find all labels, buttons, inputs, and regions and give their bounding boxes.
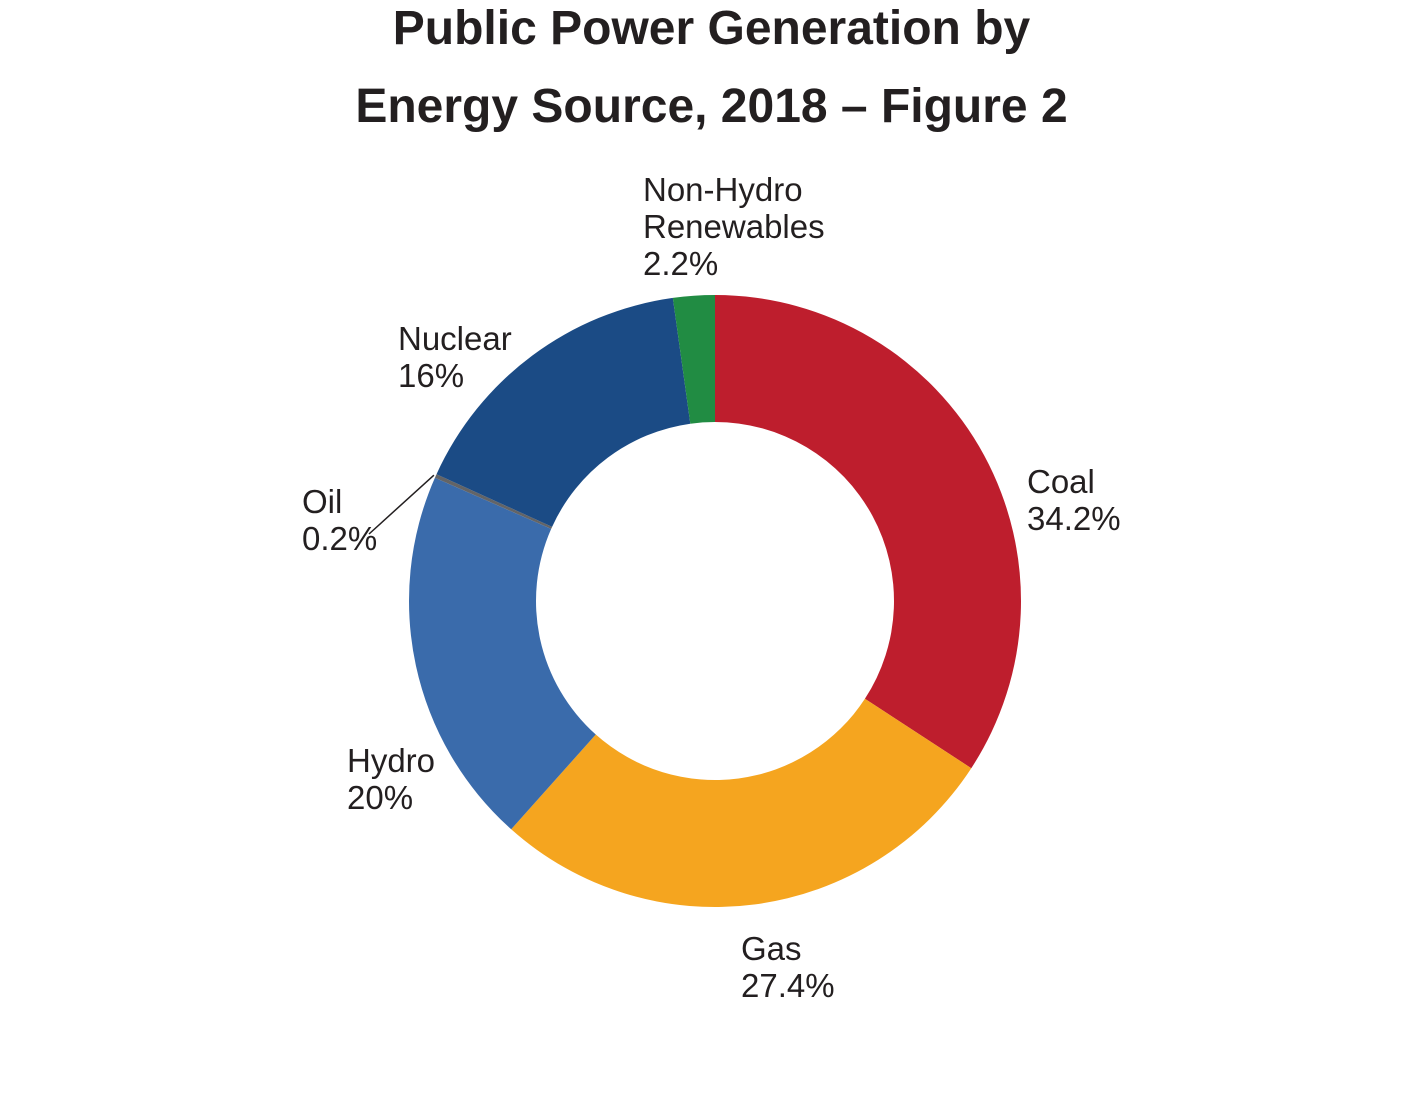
- slice-hydro: [409, 477, 596, 830]
- slice-name-oil: Oil: [302, 483, 342, 520]
- slice-value-coal: 34.2%: [1027, 500, 1121, 537]
- oil-leader-line: [368, 474, 435, 535]
- slice-gas: [511, 698, 972, 907]
- slice-value-non-hydro-renewables: 2.2%: [643, 245, 718, 282]
- slice-value-nuclear: 16%: [398, 357, 464, 394]
- slice-non-hydro-renewables: [672, 295, 715, 424]
- slice-name-non-hydro-renewables: Renewables: [643, 208, 825, 245]
- slice-coal: [715, 295, 1021, 769]
- slice-name-gas: Gas: [741, 930, 802, 967]
- slice-name-non-hydro-renewables: Non-Hydro: [643, 171, 803, 208]
- slice-value-gas: 27.4%: [741, 967, 835, 1004]
- chart-title-line-1: Public Power Generation by: [392, 2, 1031, 55]
- slice-value-oil: 0.2%: [302, 520, 377, 557]
- slice-oil: [434, 474, 553, 529]
- slice-name-hydro: Hydro: [347, 742, 435, 779]
- slice-name-nuclear: Nuclear: [398, 320, 512, 357]
- slice-value-hydro: 20%: [347, 779, 413, 816]
- slice-name-coal: Coal: [1027, 463, 1095, 500]
- chart-title-line-2: Energy Source, 2018 – Figure 2: [355, 80, 1068, 133]
- slice-nuclear: [436, 297, 691, 527]
- chart-title: Public Power Generation by Energy Source…: [0, 0, 1423, 146]
